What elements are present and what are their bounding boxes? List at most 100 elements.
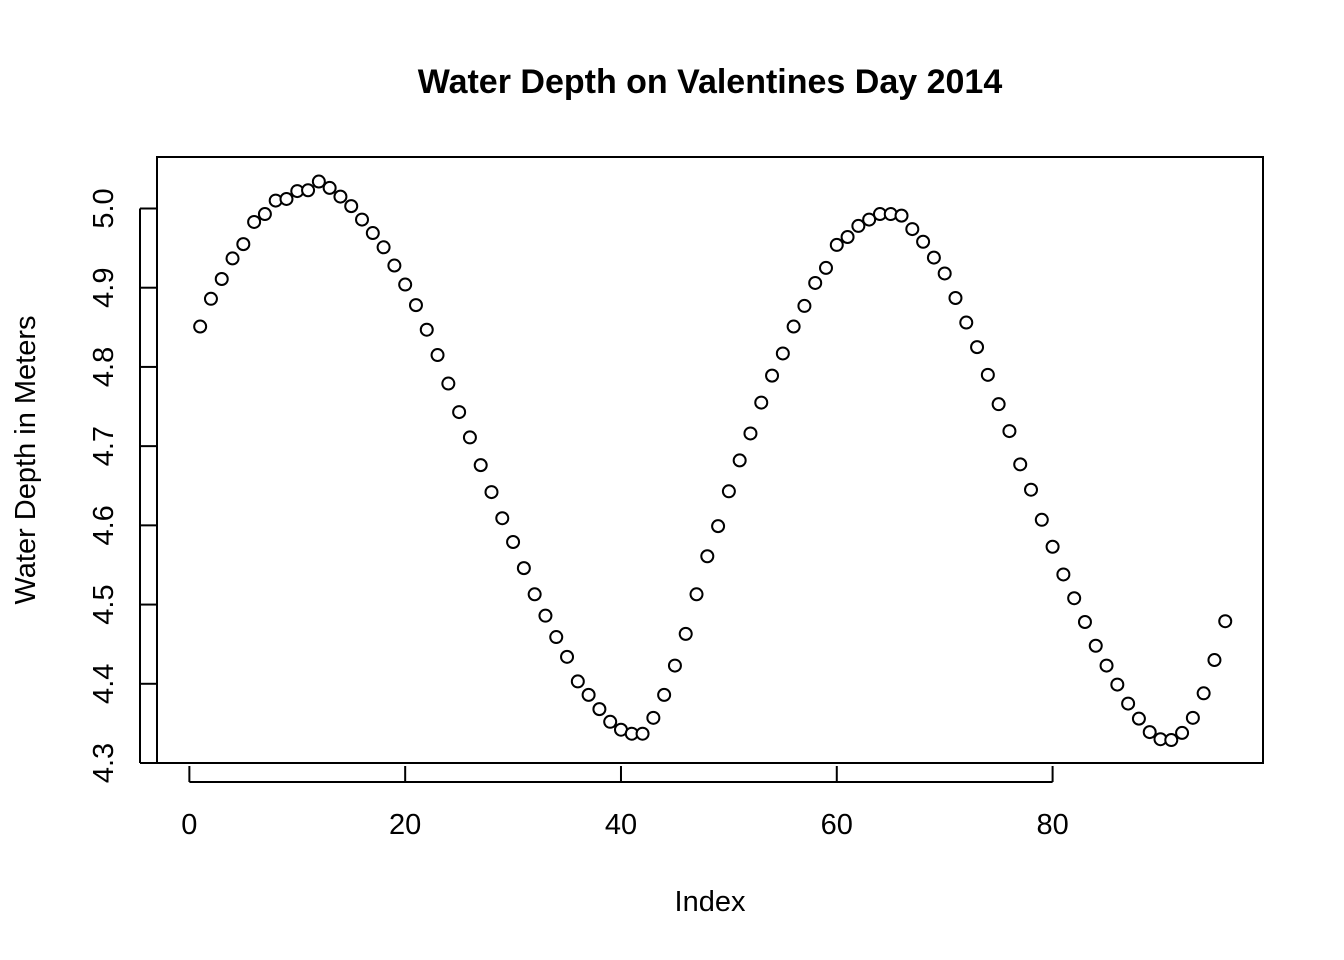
y-tick-label: 4.7 [88,426,120,466]
data-point [1034,512,1049,527]
data-point [441,376,456,391]
data-point [829,237,844,252]
data-point [506,534,521,549]
data-point [754,395,769,410]
data-point [991,397,1006,412]
data-point [732,453,747,468]
data-point [1013,457,1028,472]
data-point [333,189,348,204]
data-point [1024,482,1039,497]
y-axis: 4.3 4.4 4.5 4.6 4.7 4.8 4.9 5.0 [88,188,156,783]
data-point [484,485,499,500]
data-point [1056,567,1071,582]
data-point [538,608,553,623]
data-point [419,322,434,337]
data-point [603,714,618,729]
x-axis-label: Index [675,886,746,918]
data-points [193,174,1233,748]
data-point [959,315,974,330]
data-point [646,710,661,725]
data-point [408,298,423,313]
data-point [1185,710,1200,725]
data-point [560,649,575,664]
data-point [635,726,650,741]
data-point [657,687,672,702]
data-point [678,626,693,641]
data-point [365,226,380,241]
data-point [452,405,467,420]
chart-title: Water Depth on Valentines Day 2014 [418,63,1003,101]
data-point [1121,696,1136,711]
data-point [1110,677,1125,692]
data-point [311,174,326,189]
data-point [916,234,931,249]
data-point [570,674,585,689]
data-point [862,212,877,227]
data-point [721,484,736,499]
x-axis: 0 20 40 60 80 [181,766,1069,841]
data-point [214,271,229,286]
y-axis-label: Water Depth in Meters [10,315,42,604]
data-point [926,250,941,265]
data-point [355,212,370,227]
data-point [462,430,477,445]
data-point [581,687,596,702]
data-point [840,230,855,245]
y-tick-label: 4.4 [88,664,120,704]
data-point [808,275,823,290]
data-point [797,298,812,313]
data-point [527,587,542,602]
data-point [430,348,445,363]
data-point [1196,686,1211,701]
data-point [1045,539,1060,554]
data-point [786,319,801,334]
data-point [236,237,251,252]
data-point [193,319,208,334]
data-point [1088,638,1103,653]
x-tick-label: 20 [389,809,421,841]
data-point [1131,711,1146,726]
data-point [387,258,402,273]
data-point [279,191,294,206]
data-point [1218,614,1233,629]
data-point [257,207,272,222]
x-tick-label: 80 [1036,809,1068,841]
data-point [775,346,790,361]
data-point [937,266,952,281]
y-tick-label: 4.5 [88,584,120,624]
plot-frame [156,156,1264,764]
data-point [225,251,240,266]
data-point [516,561,531,576]
data-point [549,630,564,645]
data-point [765,368,780,383]
data-point [1099,658,1114,673]
y-tick-label: 4.6 [88,505,120,545]
data-point [851,218,866,233]
data-point [970,340,985,355]
data-point [398,277,413,292]
data-point [1067,591,1082,606]
data-point [592,702,607,717]
data-point [743,426,758,441]
data-point [322,180,337,195]
y-tick-label: 4.9 [88,268,120,308]
data-point [203,291,218,306]
data-point [247,214,262,229]
data-point [301,183,316,198]
y-tick-label: 4.3 [88,743,120,783]
data-point [667,658,682,673]
x-tick-label: 60 [821,809,853,841]
data-point [905,222,920,237]
data-point [1164,733,1179,748]
data-point [1207,653,1222,668]
data-point [1175,725,1190,740]
data-point [473,458,488,473]
data-point [948,291,963,306]
data-point [376,240,391,255]
data-point [700,549,715,564]
data-point [689,587,704,602]
y-tick-label: 5.0 [88,188,120,228]
data-point [980,367,995,382]
data-point [818,260,833,275]
